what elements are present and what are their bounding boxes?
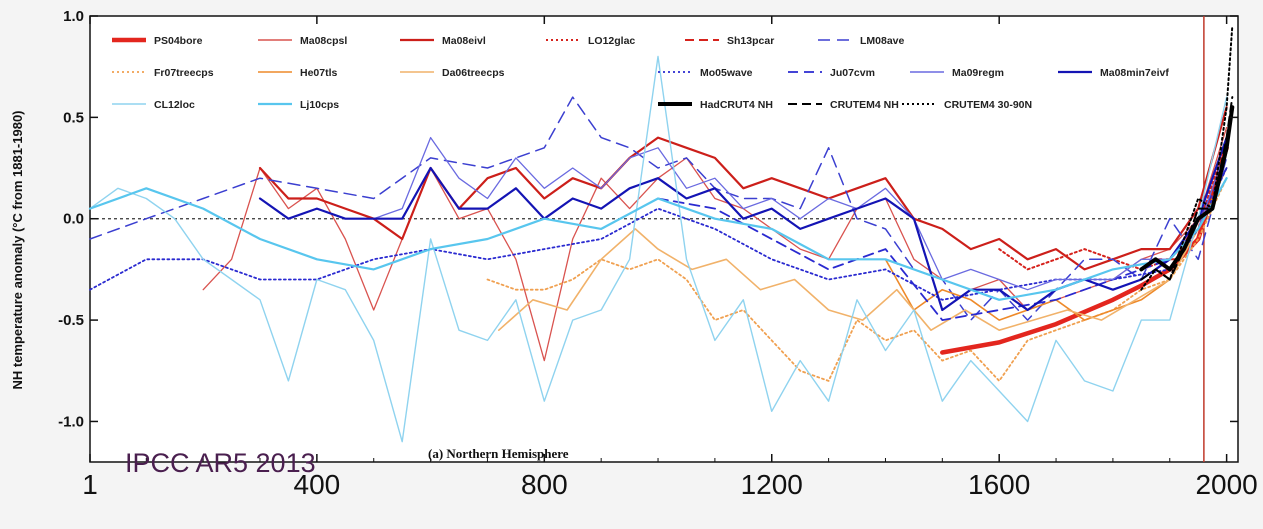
legend-label: LO12glac xyxy=(588,35,635,47)
series-line-cl12loc xyxy=(89,55,1228,443)
x-tick-label: 1600 xyxy=(968,469,1030,500)
legend-label: He07tls xyxy=(300,67,338,79)
series-line-ps04bore xyxy=(940,145,1229,355)
legend-label: CRUTEM4 NH xyxy=(830,99,899,111)
y-axis-label: NH temperature anomaly (°C from 1881-198… xyxy=(10,110,25,389)
x-tick-label: 400 xyxy=(294,469,341,500)
panel-label: (a) Northern Hemisphere xyxy=(428,446,569,461)
series-line-da06treecps xyxy=(497,177,1228,332)
x-tick-label: 2000 xyxy=(1195,469,1257,500)
legend-label: Lj10cps xyxy=(300,99,339,111)
legend-label: CRUTEM4 30-90N xyxy=(944,99,1032,111)
legend-label: LM08ave xyxy=(860,35,905,47)
x-tick-label: 1 xyxy=(82,469,98,500)
watermark: IPCC AR5 2013 xyxy=(125,448,316,478)
series-line-hadcrut4-nh xyxy=(1139,105,1235,272)
legend-label: PS04bore xyxy=(154,35,203,47)
legend-label: Fr07treecps xyxy=(154,67,214,79)
legend-label: Ma08cpsl xyxy=(300,35,347,47)
legend-label: Ma08min7eivf xyxy=(1100,67,1169,79)
y-tick-label: 1.0 xyxy=(63,8,84,25)
y-tick-label: 0.0 xyxy=(63,211,84,228)
y-tick-label: 0.5 xyxy=(63,109,84,126)
plot-area xyxy=(89,15,1239,463)
series-line-crutem4-30-90n xyxy=(1140,25,1234,291)
x-tick-label: 1200 xyxy=(741,469,803,500)
legend-label: CL12loc xyxy=(154,99,195,111)
legend-label: Mo05wave xyxy=(700,67,753,79)
legend-label: Da06treecps xyxy=(442,67,505,79)
y-tick-label: -1.0 xyxy=(58,413,84,430)
y-tick-label: -0.5 xyxy=(58,312,84,329)
legend-label: Sh13pcar xyxy=(727,35,774,47)
series-line-lj10cps xyxy=(88,177,1228,301)
legend-label: Ma09regm xyxy=(952,67,1004,79)
x-tick-label: 800 xyxy=(521,469,568,500)
legend-label: HadCRUT4 NH xyxy=(700,99,773,111)
legend-label: Ju07cvm xyxy=(830,67,875,79)
legend-label: Ma08eivl xyxy=(442,35,486,47)
